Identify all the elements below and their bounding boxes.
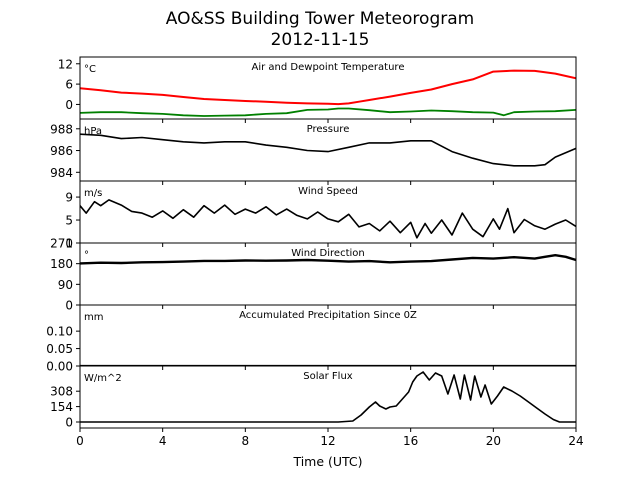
panel-2: 1 5 9 Wind Speed m/s xyxy=(65,180,577,251)
y-tick-label-3-1: 90 xyxy=(58,278,73,292)
panel-title-4: Accumulated Precipitation Since 0Z xyxy=(239,310,417,321)
x-tick-label-5: 20 xyxy=(486,434,501,448)
y-tick-label-1-1: 986 xyxy=(50,144,73,158)
y-tick-label-2-1: 5 xyxy=(65,214,73,228)
series-line-3-0 xyxy=(80,253,576,265)
panel-title-1: Pressure xyxy=(307,124,350,135)
y-tick-label-1-2: 988 xyxy=(50,122,73,136)
unit-label-1: hPa xyxy=(84,126,102,137)
unit-label-3: ° xyxy=(84,250,89,261)
panel-title-2: Wind Speed xyxy=(298,186,358,197)
series-line-0-1 xyxy=(80,107,576,117)
unit-label-2: m/s xyxy=(84,188,102,199)
series-line-5-0 xyxy=(80,371,576,423)
panel-title-3: Wind Direction xyxy=(291,248,365,259)
y-tick-label-5-1: 154 xyxy=(50,400,73,414)
x-tick-label-6: 24 xyxy=(568,434,583,448)
y-tick-label-4-1: 0.05 xyxy=(46,342,73,356)
y-tick-label-5-0: 0 xyxy=(65,416,73,430)
y-tick-label-3-0: 0 xyxy=(65,299,73,313)
panel-title-0: Air and Dewpoint Temperature xyxy=(252,62,405,73)
x-tick-label-4: 16 xyxy=(403,434,418,448)
y-tick-label-3-2: 180 xyxy=(50,257,73,271)
series-line-1-0 xyxy=(80,133,576,167)
x-axis: 0 4 8 12 16 20 24 xyxy=(76,434,583,448)
y-tick-label-3-3: 270 xyxy=(50,237,73,251)
y-tick-label-4-2: 0.10 xyxy=(46,325,73,339)
unit-label-4: mm xyxy=(84,312,103,323)
y-tick-label-4-0: 0.00 xyxy=(46,360,73,374)
y-tick-label-1-0: 984 xyxy=(50,166,73,180)
x-tick-label-1: 4 xyxy=(159,434,167,448)
y-tick-label-2-0: 1 xyxy=(65,237,73,251)
panel-title-5: Solar Flux xyxy=(303,371,353,382)
x-tick-label-0: 0 xyxy=(76,434,84,448)
series-line-0-0 xyxy=(80,69,576,106)
x-tick-label-3: 12 xyxy=(320,434,335,448)
unit-label-5: W/m^2 xyxy=(84,373,122,384)
panel-0: 0 6 12 Air and Dewpoint Temperature °C xyxy=(58,56,577,123)
figure-title-line1: AO&SS Building Tower Meteorogram xyxy=(166,9,474,29)
series-line-2-0 xyxy=(80,199,576,239)
panel-3: 0 90 180 270 Wind Direction ° xyxy=(50,237,577,313)
y-tick-label-5-2: 308 xyxy=(50,385,73,399)
panel-4: 0.00 0.05 0.10 Accumulated Precipitation Si… xyxy=(46,304,577,374)
y-tick-label-0-2: 12 xyxy=(58,57,73,71)
unit-label-0: °C xyxy=(84,64,96,75)
x-axis-label: Time (UTC) xyxy=(292,454,362,469)
figure-title-line2: 2012-11-15 xyxy=(271,30,370,50)
x-tick-label-2: 8 xyxy=(242,434,250,448)
y-tick-label-2-2: 9 xyxy=(65,191,73,205)
y-tick-label-0-0: 0 xyxy=(65,98,73,112)
y-tick-label-0-1: 6 xyxy=(65,78,73,92)
panel-1: 984 986 988 Pressure hPa xyxy=(50,118,577,185)
chart-panels: 0 6 12 Air and Dewpoint Temperature °C 984 986… xyxy=(46,56,577,432)
